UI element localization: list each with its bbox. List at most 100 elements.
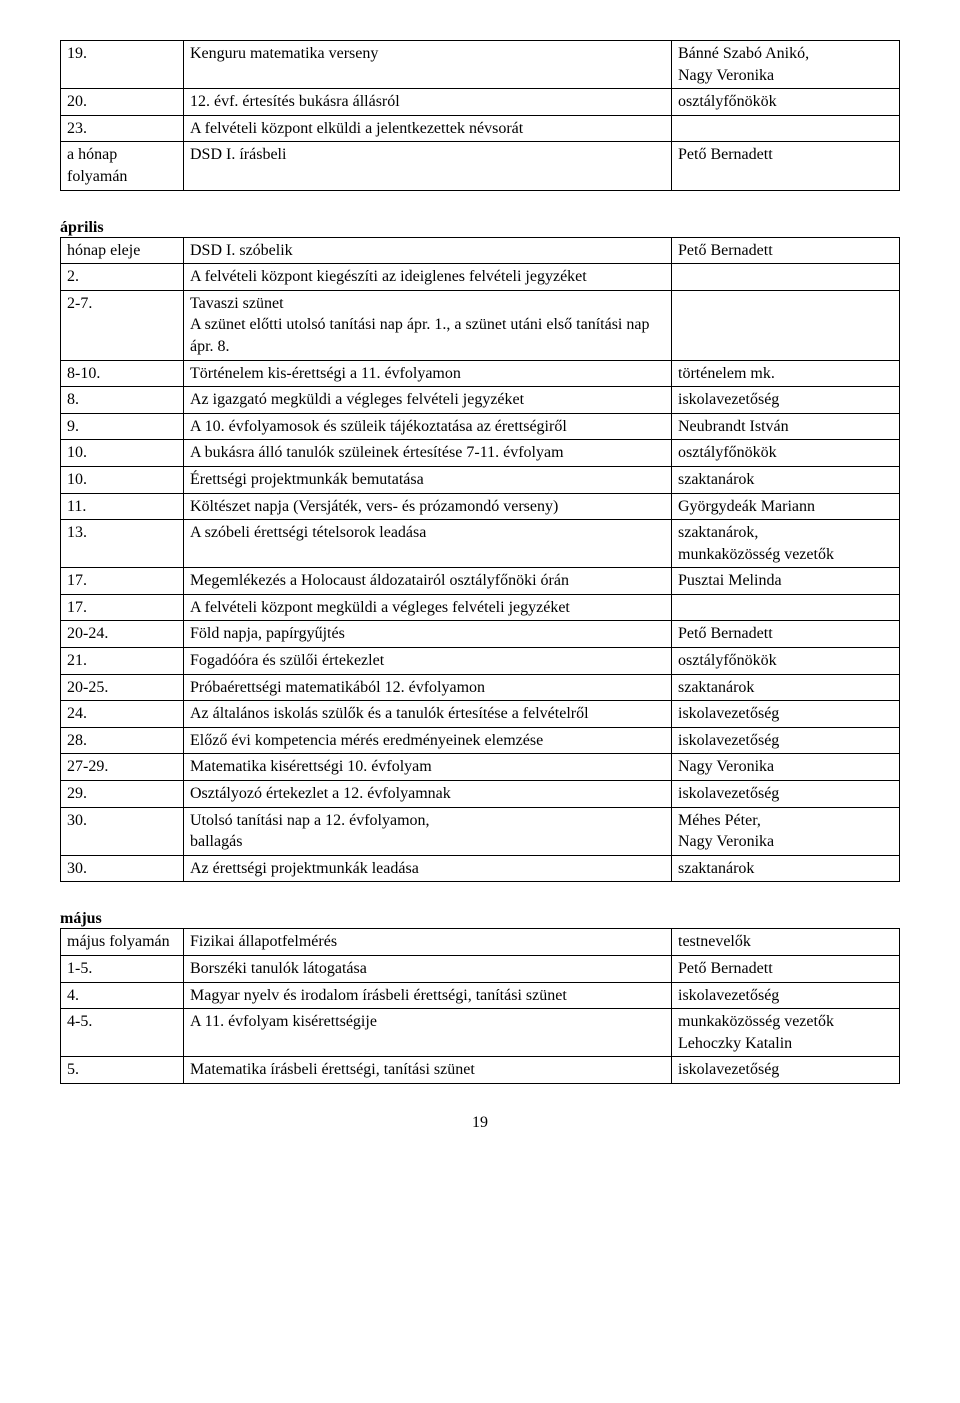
responsible-cell: iskolavezetőség <box>672 701 900 728</box>
responsible-cell <box>672 290 900 360</box>
event-cell: Matematika kisérettségi 10. évfolyam <box>184 754 672 781</box>
date-cell: 1-5. <box>61 956 184 983</box>
responsible-cell: szaktanárok, munkaközösség vezetők <box>672 520 900 568</box>
event-cell: Az általános iskolás szülők és a tanulók… <box>184 701 672 728</box>
table-row: 8.Az igazgató megküldi a végleges felvét… <box>61 387 900 414</box>
schedule-table-april: hónap elejeDSD I. szóbelikPető Bernadett… <box>60 237 900 883</box>
table-row: 4-5.A 11. évfolyam kisérettségijemunkakö… <box>61 1009 900 1057</box>
event-cell: Az érettségi projektmunkák leadása <box>184 855 672 882</box>
date-cell: 13. <box>61 520 184 568</box>
date-cell: 20-25. <box>61 674 184 701</box>
event-cell: Megemlékezés a Holocaust áldozatairól os… <box>184 568 672 595</box>
event-cell: A szóbeli érettségi tételsorok leadása <box>184 520 672 568</box>
table-row: 23.A felvételi központ elküldi a jelentk… <box>61 115 900 142</box>
responsible-cell: szaktanárok <box>672 466 900 493</box>
table-row: 30.Utolsó tanítási nap a 12. évfolyamon,… <box>61 807 900 855</box>
table-row: 5.Matematika írásbeli érettségi, tanítás… <box>61 1057 900 1084</box>
event-cell: Költészet napja (Versjáték, vers- és pró… <box>184 493 672 520</box>
event-cell: A felvételi központ kiegészíti az ideigl… <box>184 264 672 291</box>
date-cell: 10. <box>61 440 184 467</box>
table-row: május folyamánFizikai állapotfelméréstes… <box>61 929 900 956</box>
responsible-cell: Pető Bernadett <box>672 956 900 983</box>
responsible-cell: történelem mk. <box>672 360 900 387</box>
event-cell: Matematika írásbeli érettségi, tanítási … <box>184 1057 672 1084</box>
responsible-cell: osztályfőnökök <box>672 440 900 467</box>
date-cell: 4-5. <box>61 1009 184 1057</box>
date-cell: 11. <box>61 493 184 520</box>
event-cell: Borszéki tanulók látogatása <box>184 956 672 983</box>
event-cell: Fogadóóra és szülői értekezlet <box>184 648 672 675</box>
event-cell: Föld napja, papírgyűjtés <box>184 621 672 648</box>
date-cell: 2-7. <box>61 290 184 360</box>
date-cell: 17. <box>61 594 184 621</box>
date-cell: 30. <box>61 855 184 882</box>
responsible-cell: Györgydeák Mariann <box>672 493 900 520</box>
event-cell: DSD I. szóbelik <box>184 237 672 264</box>
date-cell: 17. <box>61 568 184 595</box>
responsible-cell: iskolavezetőség <box>672 1057 900 1084</box>
responsible-cell: iskolavezetőség <box>672 982 900 1009</box>
responsible-cell: szaktanárok <box>672 674 900 701</box>
date-cell: 10. <box>61 466 184 493</box>
table-row: 21.Fogadóóra és szülői értekezletosztály… <box>61 648 900 675</box>
table-row: 24.Az általános iskolás szülők és a tanu… <box>61 701 900 728</box>
event-cell: 12. évf. értesítés bukásra állásról <box>184 89 672 116</box>
responsible-cell <box>672 115 900 142</box>
date-cell: 8. <box>61 387 184 414</box>
event-cell: A felvételi központ megküldi a végleges … <box>184 594 672 621</box>
responsible-cell: Pető Bernadett <box>672 621 900 648</box>
event-cell: Előző évi kompetencia mérés eredményeine… <box>184 727 672 754</box>
date-cell: 28. <box>61 727 184 754</box>
event-cell: Osztályozó értekezlet a 12. évfolyamnak <box>184 781 672 808</box>
date-cell: 29. <box>61 781 184 808</box>
page-number: 19 <box>60 1114 900 1132</box>
date-cell: 2. <box>61 264 184 291</box>
responsible-cell: Pusztai Melinda <box>672 568 900 595</box>
responsible-cell: Neubrandt István <box>672 413 900 440</box>
table-row: a hónap folyamánDSD I. írásbeliPető Bern… <box>61 142 900 190</box>
responsible-cell: szaktanárok <box>672 855 900 882</box>
responsible-cell: iskolavezetőség <box>672 727 900 754</box>
date-cell: hónap eleje <box>61 237 184 264</box>
table-row: 20-25.Próbaérettségi matematikából 12. é… <box>61 674 900 701</box>
responsible-cell: iskolavezetőség <box>672 781 900 808</box>
event-cell: DSD I. írásbeli <box>184 142 672 190</box>
table-row: 9.A 10. évfolyamosok és szüleik tájékozt… <box>61 413 900 440</box>
table-row: 17.Megemlékezés a Holocaust áldozatairól… <box>61 568 900 595</box>
event-cell: Történelem kis-érettségi a 11. évfolyamo… <box>184 360 672 387</box>
event-cell: A felvételi központ elküldi a jelentkeze… <box>184 115 672 142</box>
date-cell: 21. <box>61 648 184 675</box>
responsible-cell: Pető Bernadett <box>672 142 900 190</box>
table-row: 11.Költészet napja (Versjáték, vers- és … <box>61 493 900 520</box>
responsible-cell: osztályfőnökök <box>672 648 900 675</box>
date-cell: 8-10. <box>61 360 184 387</box>
event-cell: Kenguru matematika verseny <box>184 41 672 89</box>
date-cell: 24. <box>61 701 184 728</box>
table-row: 10.Érettségi projektmunkák bemutatásasza… <box>61 466 900 493</box>
table-row: hónap elejeDSD I. szóbelikPető Bernadett <box>61 237 900 264</box>
table-row: 2.A felvételi központ kiegészíti az idei… <box>61 264 900 291</box>
date-cell: a hónap folyamán <box>61 142 184 190</box>
date-cell: 20. <box>61 89 184 116</box>
event-cell: Érettségi projektmunkák bemutatása <box>184 466 672 493</box>
date-cell: 19. <box>61 41 184 89</box>
table-row: 2-7.Tavaszi szünet A szünet előtti utols… <box>61 290 900 360</box>
table-row: 8-10.Történelem kis-érettségi a 11. évfo… <box>61 360 900 387</box>
date-cell: 20-24. <box>61 621 184 648</box>
event-cell: Tavaszi szünet A szünet előtti utolsó ta… <box>184 290 672 360</box>
schedule-table-may: május folyamánFizikai állapotfelméréstes… <box>60 928 900 1084</box>
date-cell: május folyamán <box>61 929 184 956</box>
responsible-cell <box>672 264 900 291</box>
responsible-cell: Nagy Veronika <box>672 754 900 781</box>
event-cell: Próbaérettségi matematikából 12. évfolya… <box>184 674 672 701</box>
responsible-cell: osztályfőnökök <box>672 89 900 116</box>
responsible-cell: Bánné Szabó Anikó, Nagy Veronika <box>672 41 900 89</box>
section-heading-may: május <box>60 910 900 928</box>
event-cell: Utolsó tanítási nap a 12. évfolyamon, ba… <box>184 807 672 855</box>
event-cell: A 10. évfolyamosok és szüleik tájékoztat… <box>184 413 672 440</box>
responsible-cell: testnevelők <box>672 929 900 956</box>
table-row: 20-24.Föld napja, papírgyűjtésPető Berna… <box>61 621 900 648</box>
table-row: 1-5.Borszéki tanulók látogatásaPető Bern… <box>61 956 900 983</box>
event-cell: A bukásra álló tanulók szüleinek értesít… <box>184 440 672 467</box>
event-cell: A 11. évfolyam kisérettségije <box>184 1009 672 1057</box>
